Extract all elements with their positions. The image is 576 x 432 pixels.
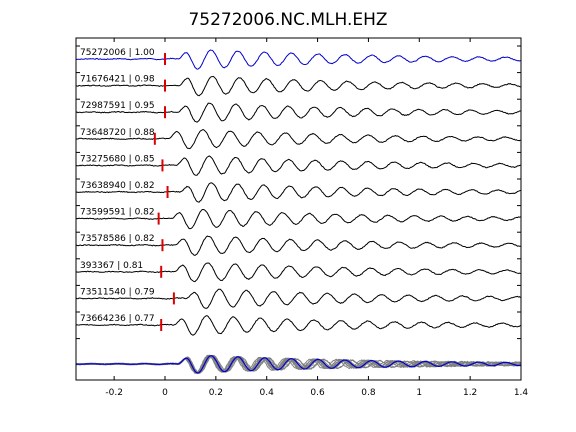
trace-label-11: 73664236 | 0.77 bbox=[80, 314, 155, 324]
x-tick-label-1: -0.2 bbox=[105, 388, 123, 398]
trace-label-4: 73648720 | 0.88 bbox=[80, 128, 155, 138]
trace-line-11 bbox=[75, 315, 521, 336]
trace-label-5: 73275680 | 0.85 bbox=[80, 154, 155, 164]
traces-layer: 75272006 | 1.00 71676421 | 0.98 72987591 |… bbox=[75, 48, 521, 336]
x-tick-label-4: 0.4 bbox=[260, 388, 275, 398]
trace-line-6 bbox=[75, 182, 521, 203]
x-tick-label-2: 0 bbox=[162, 388, 168, 398]
plot-frame bbox=[75, 37, 522, 381]
stack-layer bbox=[75, 354, 521, 375]
trace-label-6: 73638940 | 0.82 bbox=[80, 181, 155, 191]
chart-title: 75272006.NC.MLH.EHZ bbox=[188, 10, 387, 30]
trace-label-3: 72987591 | 0.95 bbox=[80, 101, 155, 111]
trace-line-9 bbox=[75, 262, 521, 283]
trace-line-5 bbox=[75, 155, 521, 176]
trace-line-8 bbox=[75, 235, 521, 256]
axes-layer: -0.2 0 0.2 0.4 0.6 0.8 1 1.2 1.4 bbox=[75, 37, 529, 398]
x-tick-label-5: 0.6 bbox=[310, 388, 325, 398]
trace-label-1: 75272006 | 1.00 bbox=[80, 48, 155, 58]
trace-label-2: 71676421 | 0.98 bbox=[80, 75, 155, 85]
x-tick-label-3: 0.2 bbox=[209, 388, 223, 398]
trace-line-2 bbox=[75, 75, 521, 97]
trace-label-10: 73511540 | 0.79 bbox=[80, 287, 155, 297]
x-tick-label-6: 0.8 bbox=[361, 388, 376, 398]
trace-line-7 bbox=[75, 208, 521, 230]
trace-label-9: 393367 | 0.81 bbox=[80, 261, 143, 271]
trace-label-8: 73578586 | 0.82 bbox=[80, 234, 155, 244]
trace-line-4 bbox=[75, 129, 521, 150]
x-tick-label-7: 1 bbox=[416, 388, 422, 398]
trace-line-3 bbox=[75, 102, 521, 123]
x-tick-label-8: 1.2 bbox=[463, 388, 477, 398]
stack-reference-trace bbox=[76, 355, 521, 374]
trace-label-7: 73599591 | 0.82 bbox=[80, 208, 155, 218]
trace-line-1 bbox=[75, 49, 521, 70]
x-tick-label-9: 1.4 bbox=[514, 388, 529, 398]
trace-line-10 bbox=[75, 288, 521, 309]
